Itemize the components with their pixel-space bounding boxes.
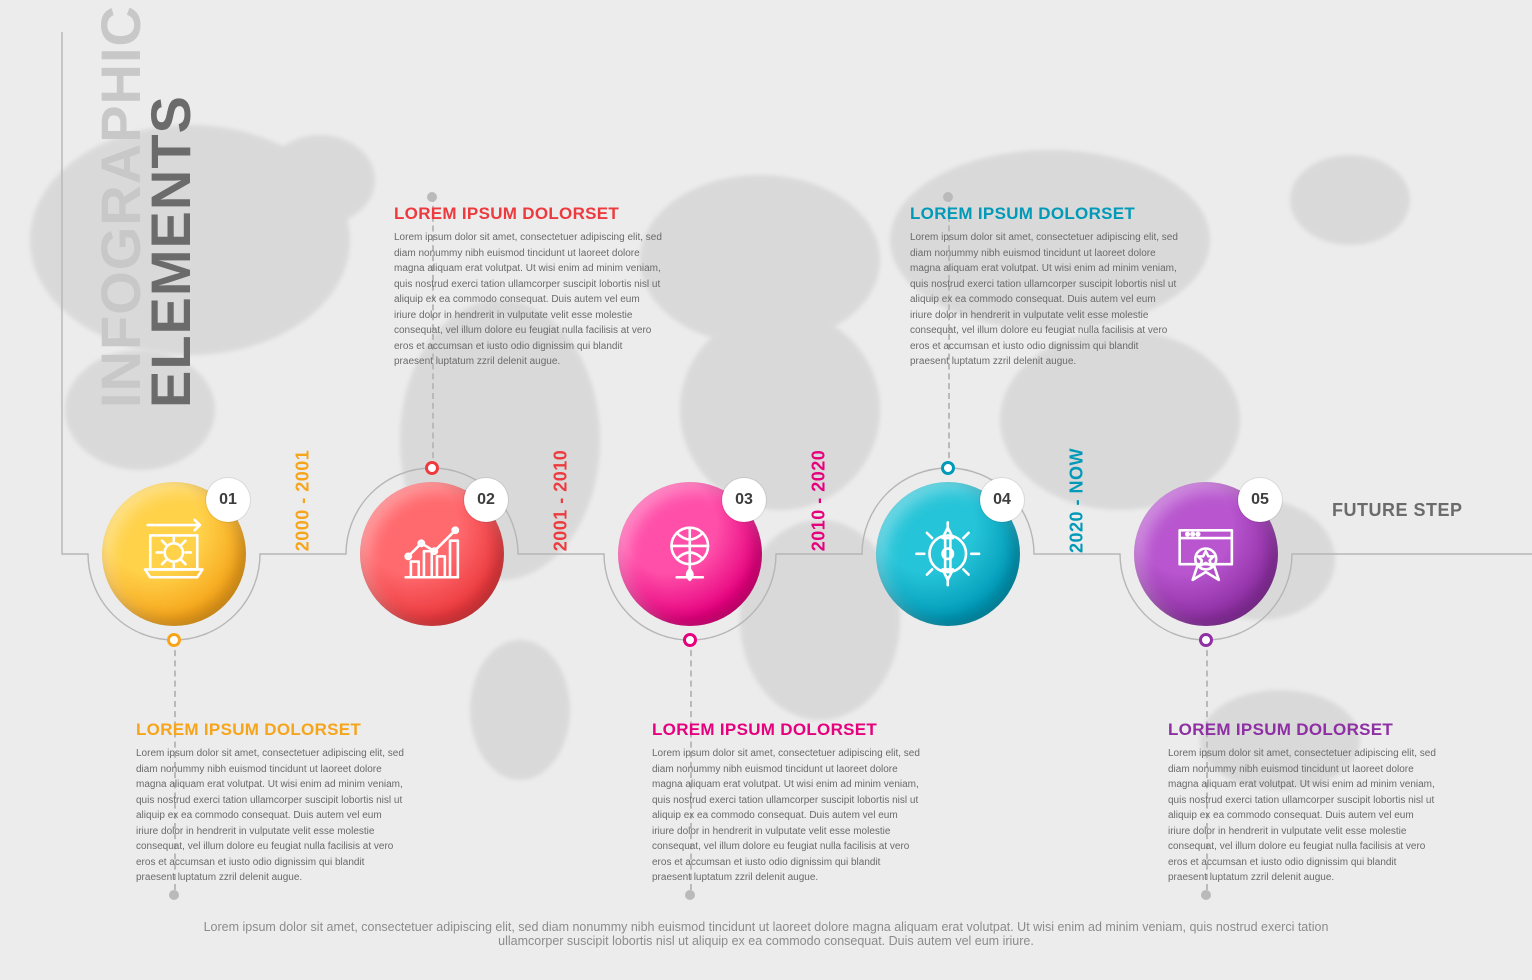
connector-dot (683, 633, 697, 647)
step-badge: 03 (722, 478, 766, 522)
step-text-title: LOREM IPSUM DOLORSET (910, 204, 1180, 224)
period-label: 2020 - NOW (1067, 441, 1088, 561)
step-badge: 04 (980, 478, 1024, 522)
connector-dot (1199, 633, 1213, 647)
step-text-body: Lorem ipsum dolor sit amet, consectetuer… (136, 746, 406, 886)
step-text-title: LOREM IPSUM DOLORSET (394, 204, 664, 224)
connector-end-dot (685, 890, 695, 900)
future-step-label: FUTURE STEP (1332, 500, 1463, 521)
step-text-block: LOREM IPSUM DOLORSET Lorem ipsum dolor si… (136, 720, 406, 886)
infographic-stage: INFOGRAPHIC ELEMENTS 01 2000 - 2001 LOREM … (0, 0, 1532, 980)
timeline-step-04: 04 (876, 482, 1020, 626)
page-title-vertical: INFOGRAPHIC ELEMENTS (96, 5, 197, 408)
step-text-block: LOREM IPSUM DOLORSET Lorem ipsum dolor si… (910, 204, 1180, 370)
step-text-body: Lorem ipsum dolor sit amet, consectetuer… (910, 230, 1180, 370)
connector-dot (167, 633, 181, 647)
step-text-title: LOREM IPSUM DOLORSET (1168, 720, 1438, 740)
step-badge: 01 (206, 478, 250, 522)
connector-end-dot (427, 192, 437, 202)
step-text-block: LOREM IPSUM DOLORSET Lorem ipsum dolor si… (394, 204, 664, 370)
step-text-title: LOREM IPSUM DOLORSET (652, 720, 922, 740)
step-text-block: LOREM IPSUM DOLORSET Lorem ipsum dolor si… (652, 720, 922, 886)
timeline-step-02: 02 (360, 482, 504, 626)
connector-end-dot (943, 192, 953, 202)
step-text-title: LOREM IPSUM DOLORSET (136, 720, 406, 740)
title-word-2: ELEMENTS (146, 5, 196, 408)
period-label: 2001 - 2010 (551, 441, 572, 561)
timeline-step-01: 01 (102, 482, 246, 626)
period-label: 2010 - 2020 (809, 441, 830, 561)
step-text-body: Lorem ipsum dolor sit amet, consectetuer… (652, 746, 922, 886)
connector-end-dot (1201, 890, 1211, 900)
step-badge: 05 (1238, 478, 1282, 522)
step-text-block: LOREM IPSUM DOLORSET Lorem ipsum dolor si… (1168, 720, 1438, 886)
footer-text: Lorem ipsum dolor sit amet, consectetuer… (0, 920, 1532, 948)
period-label: 2000 - 2001 (293, 441, 314, 561)
step-badge: 02 (464, 478, 508, 522)
timeline-step-03: 03 (618, 482, 762, 626)
connector-end-dot (169, 890, 179, 900)
step-text-body: Lorem ipsum dolor sit amet, consectetuer… (1168, 746, 1438, 886)
timeline-step-05: 05 (1134, 482, 1278, 626)
step-text-body: Lorem ipsum dolor sit amet, consectetuer… (394, 230, 664, 370)
connector-dot (425, 461, 439, 475)
connector-dot (941, 461, 955, 475)
